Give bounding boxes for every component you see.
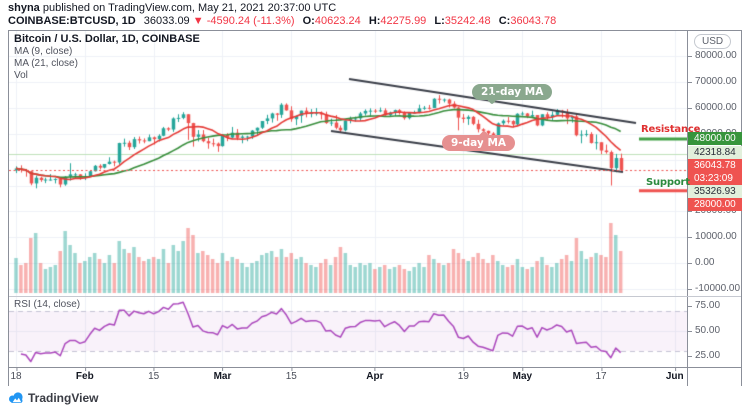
byline-username: shyna xyxy=(8,2,40,14)
chart-legend: Bitcoin / U.S. Dollar, 1D, COINBASE MA (… xyxy=(14,33,200,82)
price-axis[interactable]: USD 80000.0070000.0060000.0050000.004000… xyxy=(687,31,742,385)
snapshot-header: shyna published on TradingView.com, May … xyxy=(8,2,556,27)
pane-divider[interactable] xyxy=(9,296,741,297)
price-tick-label: 70000.00 xyxy=(688,75,737,87)
time-tick-label: Feb xyxy=(75,367,94,382)
price-tick-label: 60000.00 xyxy=(688,101,737,113)
time-axis[interactable]: 18 Feb 15 Mar 15 Apr 19 May 17 Jun xyxy=(9,367,741,386)
price-tick-label: 80000.00 xyxy=(688,50,737,61)
low-label: L: xyxy=(434,15,445,27)
legend-rsi[interactable]: RSI (14, close) xyxy=(14,299,81,310)
price-chart-canvas[interactable] xyxy=(9,31,687,387)
down-arrow-icon: ▼ xyxy=(192,15,204,27)
byline-text: published on TradingView.com, May 21, 20… xyxy=(39,2,337,14)
price-axis-badge: 48000.00 xyxy=(688,132,742,145)
currency-button[interactable]: USD xyxy=(694,34,732,49)
tradingview-footer: TradingView xyxy=(8,390,98,406)
time-tick-label: Apr xyxy=(366,367,384,382)
price-tick-label: 0.00 xyxy=(687,257,715,269)
time-tick-label: 18 xyxy=(10,367,22,382)
legend-vol[interactable]: Vol xyxy=(14,70,28,81)
open-value: 40623.24 xyxy=(314,15,361,27)
high-label: H: xyxy=(368,15,381,27)
resistance-label[interactable]: Resistance xyxy=(641,124,701,135)
price-tick-label: -10000.00 xyxy=(687,283,741,295)
tradingview-brand-text[interactable]: TradingView xyxy=(28,391,99,405)
legend-ma9[interactable]: MA (9, close) xyxy=(14,46,73,57)
symbol-info-bar: COINBASE:BTCUSD, 1D 36033.09 ▼ -4590.24 … xyxy=(8,15,556,27)
time-tick-label: Mar xyxy=(213,367,232,382)
chart-title[interactable]: Bitcoin / U.S. Dollar, 1D, COINBASE xyxy=(14,33,200,45)
tradingview-logo-icon[interactable] xyxy=(8,390,24,406)
close-label: C: xyxy=(498,15,511,27)
time-tick-label: Jun xyxy=(665,367,684,382)
time-axis-corner-separator xyxy=(687,368,688,386)
symbol-name: COINBASE:BTCUSD, 1D xyxy=(8,15,136,27)
time-tick-label: 15 xyxy=(148,367,160,382)
byline: shyna published on TradingView.com, May … xyxy=(8,2,556,14)
price-tick-label: 10000.00 xyxy=(688,231,737,243)
price-axis-badge: 35326.93 xyxy=(688,185,742,198)
support-label[interactable]: Support xyxy=(646,177,690,188)
price-axis-badge: 36043.78 03:23:09 xyxy=(688,159,742,185)
ma9-annotation-badge[interactable]: 9-day MA xyxy=(442,135,516,151)
price-axis-badge: 42318.84 xyxy=(688,146,742,159)
rsi-tick-label: 75.00 xyxy=(687,300,721,311)
time-tick-label: 17 xyxy=(595,367,607,382)
ma21-annotation-badge[interactable]: 21-day MA xyxy=(472,84,553,100)
legend-ma21[interactable]: MA (21, close) xyxy=(14,58,78,69)
symbol-last-price: 36033.09 xyxy=(143,15,190,27)
close-value: 36043.78 xyxy=(510,15,557,27)
symbol-change: -4590.24 (-11.3%) xyxy=(206,15,295,27)
chart-frame: Bitcoin / U.S. Dollar, 1D, COINBASE MA (… xyxy=(8,30,742,387)
price-axis-badge: 28000.00 xyxy=(688,198,742,211)
high-value: 42275.99 xyxy=(380,15,427,27)
time-tick-label: May xyxy=(512,367,533,382)
time-tick-label: 15 xyxy=(285,367,297,382)
open-label: O: xyxy=(302,15,315,27)
rsi-tick-label: 25.00 xyxy=(687,350,721,361)
time-tick-label: 19 xyxy=(457,367,469,382)
rsi-tick-label: 50.00 xyxy=(687,325,721,336)
low-value: 35242.48 xyxy=(444,15,491,27)
